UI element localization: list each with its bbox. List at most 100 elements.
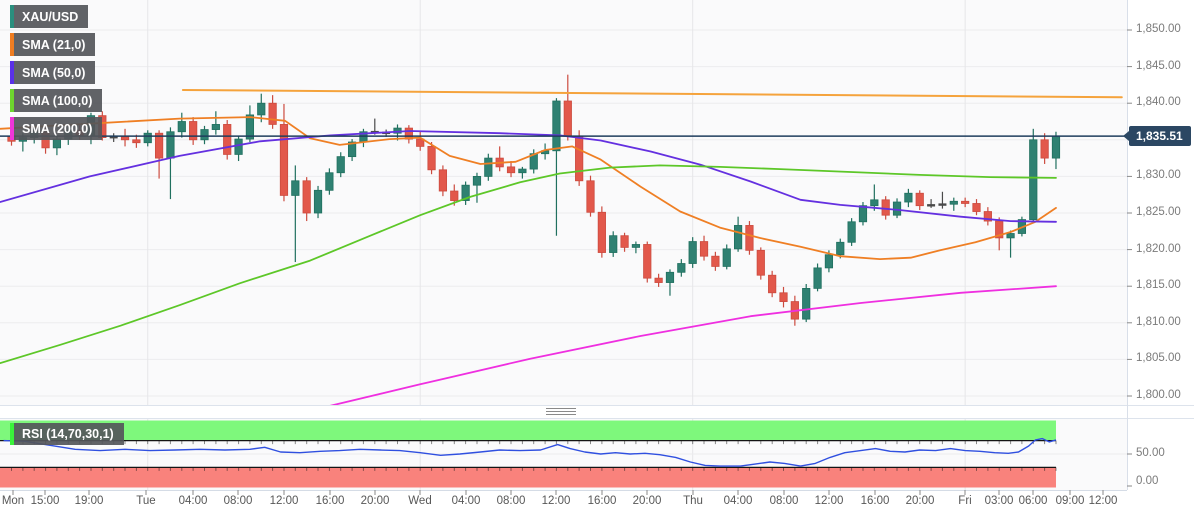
candle-body [949,200,958,205]
overlay-sma-200-0 [309,285,1057,412]
time-axis-label: 04:00 [178,495,208,507]
candle-body [404,127,413,140]
legend-rsi[interactable]: RSI (14,70,30,1) [10,423,124,445]
candle-body [291,180,300,196]
price-axis-label: 1,810.00 [1136,315,1181,328]
time-axis-label: 20:00 [360,495,390,507]
rsi-oversold-band [0,467,1056,488]
candle-body [768,274,777,294]
candle-body [643,244,652,279]
time-axis-label: 16:00 [587,495,617,507]
candle-body [881,199,890,216]
price-axis-label: 1,815.00 [1136,279,1181,292]
candle-body [688,241,697,264]
time-axis-label: 20:00 [905,495,935,507]
legend-sma-200[interactable]: SMA (200,0) [10,117,103,140]
time-axis-label: Wed [408,495,432,507]
candle-body [575,135,584,182]
price-axis-label: 1,850.00 [1136,23,1181,35]
legend-sma-50[interactable]: SMA (50,0) [10,61,96,84]
time-axis-label: Thu [683,495,703,507]
rsi-line [3,437,1057,467]
candle-body [1029,139,1038,220]
candle-body [836,241,845,256]
candle-body [961,200,970,204]
candle-body [892,201,902,216]
legend-sma-21[interactable]: SMA (21,0) [10,33,96,56]
time-axis-label: 04:00 [451,495,481,507]
rsi-legend: RSI (14,70,30,1) [10,423,124,445]
candle-body [177,121,186,133]
price-axis-label: 1,830.00 [1136,169,1181,182]
time-axis-label: 12:00 [814,495,844,507]
time-axis-label: 20:00 [632,495,662,507]
symbol-label: XAU/USD [22,9,79,24]
time-axis-label: 12:00 [1088,495,1118,507]
time-axis-label: 09:00 [1055,495,1085,507]
price-axis-label: 1,820.00 [1136,242,1181,255]
candle-body [609,235,618,253]
price-axis-label: 1,845.00 [1136,59,1181,72]
sma200-accent-bar [10,117,14,140]
price-axis-label: 1,805.00 [1136,352,1181,365]
candle-body [699,241,709,257]
time-axis-label: 06:00 [1018,495,1048,507]
candle-body [552,100,561,152]
candle-body [223,124,232,155]
candle-body [132,139,141,144]
legend-sma-100[interactable]: SMA (100,0) [10,89,103,112]
candle-body [257,102,266,116]
price-axis-label: 1,800.00 [1136,389,1181,401]
candle-body [347,141,357,158]
panel-resize-handle[interactable] [546,408,576,417]
candle-body [733,225,743,250]
time-axis-label: 16:00 [860,495,890,507]
candle-body [858,205,868,223]
price-axis-label: 1,840.00 [1136,96,1181,109]
time-axis-label: 08:00 [223,495,253,507]
candle-body [711,255,720,267]
candle-body [245,114,255,140]
candle-body [620,235,629,248]
candle-body [438,169,448,192]
time-axis-label: 03:00 [984,495,1014,507]
sma100-label: SMA (100,0) [22,93,93,108]
candle-body [722,248,731,267]
candle-body [677,263,686,273]
time-axis-label: 15:00 [30,495,60,507]
time-axis-label: 08:00 [496,495,526,507]
time-axis-label: 12:00 [269,495,299,507]
overlay-sma-21-0 [0,116,1057,261]
time-axis-label: Fri [958,495,972,507]
time-axis-label: 19:00 [74,495,104,507]
candle-body [1040,139,1049,159]
candle-body [756,249,765,276]
candle-body [484,157,493,177]
candle-body [983,211,992,222]
candle-body [824,254,834,269]
candle-body [279,124,289,196]
candle-body [416,138,425,147]
current-price-badge: 1,835.51 [1123,126,1191,147]
legend-symbol-xauusd[interactable]: XAU/USD [10,5,89,28]
rsi-lower-band-ticks [11,467,1057,471]
candle-body [847,221,856,243]
candle-body [427,145,436,171]
time-axis-label: Tue [136,495,156,507]
candle-body [313,189,323,214]
candle-body [1006,233,1015,239]
candle-body [813,267,822,289]
time-axis-label: 12:00 [541,495,571,507]
rsi-label: RSI (14,70,30,1) [22,427,114,441]
overlay-sma-100-0 [0,164,1057,365]
candle-body [631,244,641,248]
candle-body [211,124,220,130]
sma200-label: SMA (200,0) [22,121,93,136]
time-axis-label: 04:00 [723,495,753,507]
sma21-accent-bar [10,33,14,56]
time-axis-label: 08:00 [769,495,799,507]
candle-body [665,271,675,283]
rsi-accent-bar [10,423,14,445]
